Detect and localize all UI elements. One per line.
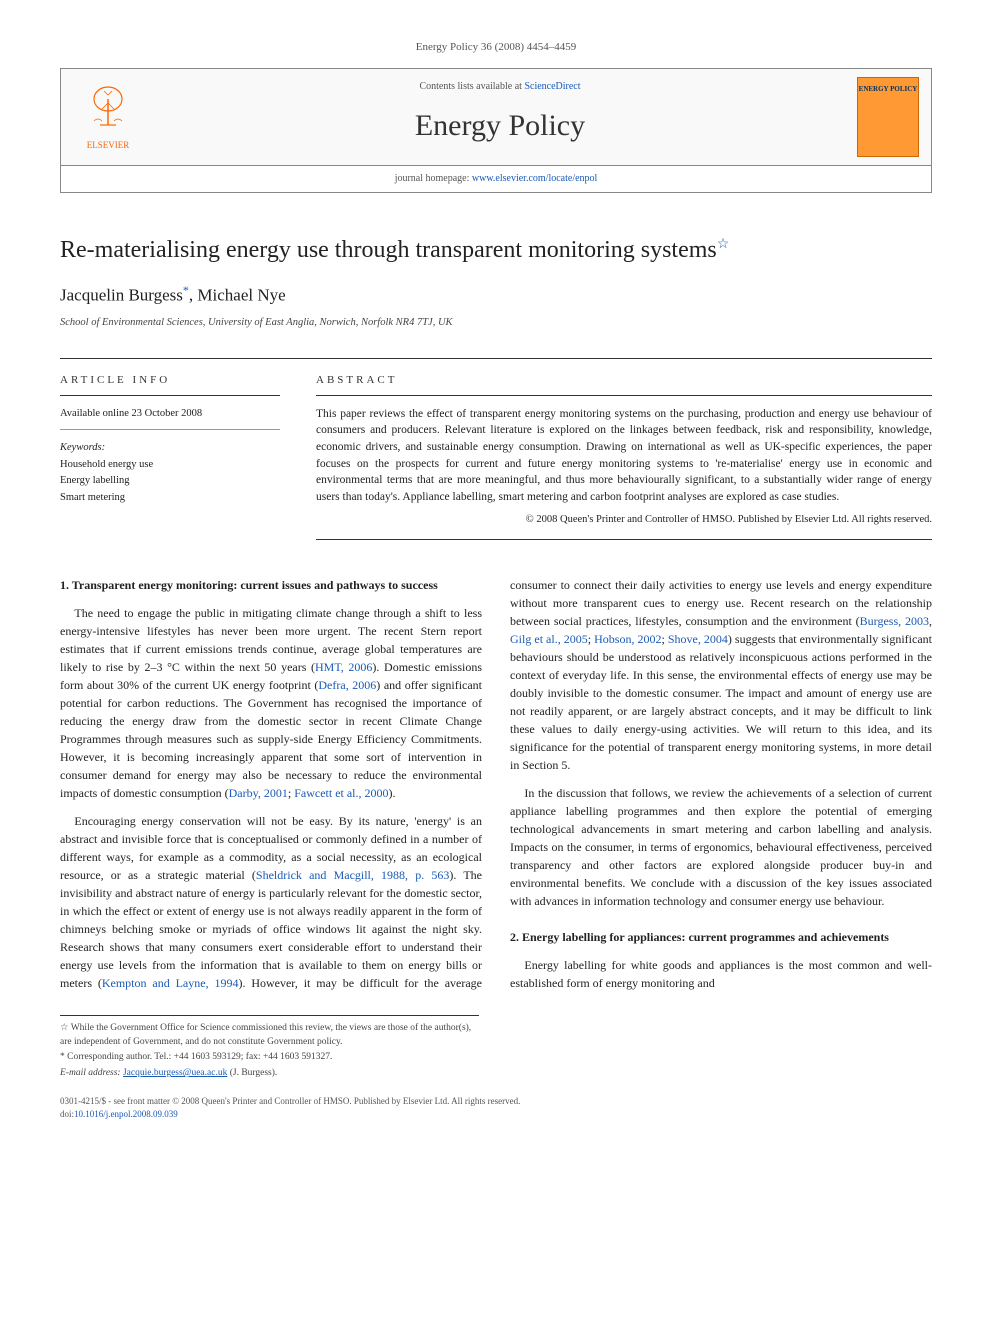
homepage-prefix: journal homepage: (395, 173, 472, 184)
journal-cover-thumb: ENERGY POLICY (857, 77, 919, 157)
publisher-name: ELSEVIER (87, 139, 130, 152)
abstract-col: ABSTRACT This paper reviews the effect o… (316, 373, 932, 540)
keywords-label: Keywords: (60, 440, 280, 455)
section-2-heading: 2. Energy labelling for appliances: curr… (510, 928, 932, 946)
keywords-list: Household energy use Energy labelling Sm… (60, 457, 280, 505)
masthead-top: ELSEVIER Contents lists available at Sci… (61, 69, 931, 166)
title-footnote-mark[interactable]: ☆ (717, 237, 730, 252)
email-suffix: (J. Burgess). (227, 1068, 277, 1078)
keyword: Household energy use (60, 457, 280, 472)
abstract-text: This paper reviews the effect of transpa… (316, 406, 932, 506)
citation-link[interactable]: Shove, 2004 (668, 632, 728, 646)
text-run: , (929, 614, 932, 628)
article-title: Re-materialising energy use through tran… (60, 233, 932, 268)
citation-link[interactable]: Fawcett et al., 2000 (294, 786, 388, 800)
header-citation: Energy Policy 36 (2008) 4454–4459 (60, 40, 932, 56)
citation-link[interactable]: Defra, 2006 (318, 678, 376, 692)
title-text: Re-materialising energy use through tran… (60, 237, 717, 263)
citation-link[interactable]: Kempton and Layne, 1994 (102, 976, 239, 990)
text-run: ) and offer significant potential for ca… (60, 678, 482, 800)
abstract-copyright: © 2008 Queen's Printer and Controller of… (316, 512, 932, 540)
journal-name: Energy Policy (143, 104, 857, 148)
body-paragraph: The need to engage the public in mitigat… (60, 604, 482, 802)
citation-link[interactable]: Darby, 2001 (229, 786, 288, 800)
citation-link[interactable]: Burgess, 2003 (860, 614, 929, 628)
doi-prefix: doi: (60, 1109, 74, 1119)
email-link[interactable]: Jacquie.burgess@uea.ac.uk (123, 1068, 227, 1078)
contents-line: Contents lists available at ScienceDirec… (143, 80, 857, 95)
author-2: Michael Nye (197, 286, 285, 305)
citation-link[interactable]: Sheldrick and Macgill, 1988, p. 563 (256, 868, 449, 882)
doi-link[interactable]: 10.1016/j.enpol.2008.09.039 (74, 1109, 178, 1119)
masthead-center: Contents lists available at ScienceDirec… (143, 80, 857, 154)
body-paragraph: In the discussion that follows, we revie… (510, 784, 932, 910)
footnote-star: ☆ While the Government Office for Scienc… (60, 1022, 479, 1050)
footer-doi: doi:10.1016/j.enpol.2008.09.039 (60, 1108, 932, 1121)
citation-link[interactable]: HMT, 2006 (315, 660, 372, 674)
meta-abstract-row: ARTICLE INFO Available online 23 October… (60, 358, 932, 540)
keyword: Smart metering (60, 490, 280, 505)
footer-copyright: 0301-4215/$ - see front matter © 2008 Qu… (60, 1095, 932, 1108)
sciencedirect-link[interactable]: ScienceDirect (524, 81, 580, 92)
footer: 0301-4215/$ - see front matter © 2008 Qu… (60, 1095, 932, 1121)
section-1-heading: 1. Transparent energy monitoring: curren… (60, 576, 482, 594)
masthead: ELSEVIER Contents lists available at Sci… (60, 68, 932, 194)
text-run: ). (389, 786, 396, 800)
article-info-col: ARTICLE INFO Available online 23 October… (60, 373, 280, 540)
footnote-corresponding: * Corresponding author. Tel.: +44 1603 5… (60, 1051, 479, 1065)
homepage-link[interactable]: www.elsevier.com/locate/enpol (472, 173, 597, 184)
footnotes: ☆ While the Government Office for Scienc… (60, 1015, 479, 1081)
contents-prefix: Contents lists available at (419, 81, 524, 92)
elsevier-logo: ELSEVIER (73, 77, 143, 157)
online-date: Available online 23 October 2008 (60, 406, 280, 430)
affiliation: School of Environmental Sciences, Univer… (60, 315, 932, 330)
authors: Jacquelin Burgess*, Michael Nye (60, 282, 932, 308)
email-label: E-mail address: (60, 1068, 123, 1078)
text-run: ) suggests that environmentally signific… (510, 632, 932, 772)
abstract-heading: ABSTRACT (316, 373, 932, 396)
footnote-email: E-mail address: Jacquie.burgess@uea.ac.u… (60, 1067, 479, 1081)
keyword: Energy labelling (60, 473, 280, 488)
author-corr-mark[interactable]: * (183, 283, 189, 297)
article-info-heading: ARTICLE INFO (60, 373, 280, 396)
citation-link[interactable]: Hobson, 2002 (594, 632, 661, 646)
homepage-line: journal homepage: www.elsevier.com/locat… (61, 166, 931, 193)
body-paragraph: Energy labelling for white goods and app… (510, 956, 932, 992)
elsevier-tree-icon (84, 81, 132, 137)
citation-link[interactable]: Gilg et al., 2005 (510, 632, 588, 646)
author-1: Jacquelin Burgess (60, 286, 183, 305)
body-columns: 1. Transparent energy monitoring: curren… (60, 576, 932, 997)
